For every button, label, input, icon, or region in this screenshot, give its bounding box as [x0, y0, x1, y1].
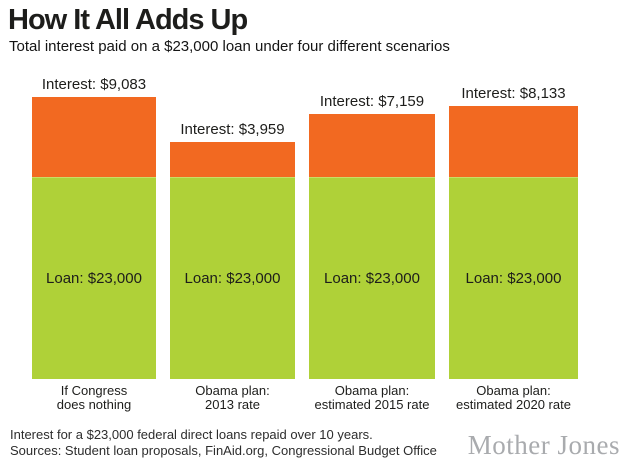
axis-category-label: If Congress does nothing	[56, 383, 132, 412]
axis-category-label: Obama plan: estimated 2015 rate	[314, 383, 430, 412]
loan-value-label: Loan: $23,000	[184, 270, 281, 287]
loan-segment: Loan: $23,000	[309, 177, 435, 379]
loan-segment: Loan: $23,000	[449, 177, 578, 379]
interest-segment	[309, 114, 435, 177]
interest-segment	[449, 106, 578, 177]
sources-line: Sources: Student loan proposals, FinAid.…	[10, 443, 437, 458]
loan-value-label: Loan: $23,000	[46, 270, 142, 287]
axis-category-label: Obama plan: estimated 2020 rate	[456, 383, 571, 412]
chart-subtitle: Total interest paid on a $23,000 loan un…	[9, 38, 450, 55]
loan-segment: Loan: $23,000	[32, 177, 156, 379]
interest-value-label: Interest: $3,959	[180, 121, 285, 138]
bar-column: Interest: $9,083 Loan: $23,000 If Congre…	[32, 76, 156, 411]
footnote-block: Interest for a $23,000 federal direct lo…	[10, 427, 437, 459]
bar-column: Interest: $8,133 Loan: $23,000 Obama pla…	[449, 85, 578, 411]
interest-segment	[32, 97, 156, 177]
loan-value-label: Loan: $23,000	[465, 270, 562, 287]
interest-value-label: Interest: $8,133	[461, 85, 566, 102]
loan-value-label: Loan: $23,000	[324, 270, 420, 287]
axis-category-label: Obama plan: 2013 rate	[195, 383, 270, 412]
interest-value-label: Interest: $9,083	[41, 76, 147, 93]
loan-segment: Loan: $23,000	[170, 177, 295, 379]
page-title: How It All Adds Up	[8, 4, 248, 36]
interest-value-label: Interest: $7,159	[319, 93, 425, 110]
interest-segment	[170, 142, 295, 177]
bar-column: Interest: $3,959 Loan: $23,000 Obama pla…	[170, 121, 295, 411]
footnote-line: Interest for a $23,000 federal direct lo…	[10, 427, 373, 442]
bar-column: Interest: $7,159 Loan: $23,000 Obama pla…	[309, 93, 435, 411]
mother-jones-logo: Mother Jones	[467, 430, 620, 460]
